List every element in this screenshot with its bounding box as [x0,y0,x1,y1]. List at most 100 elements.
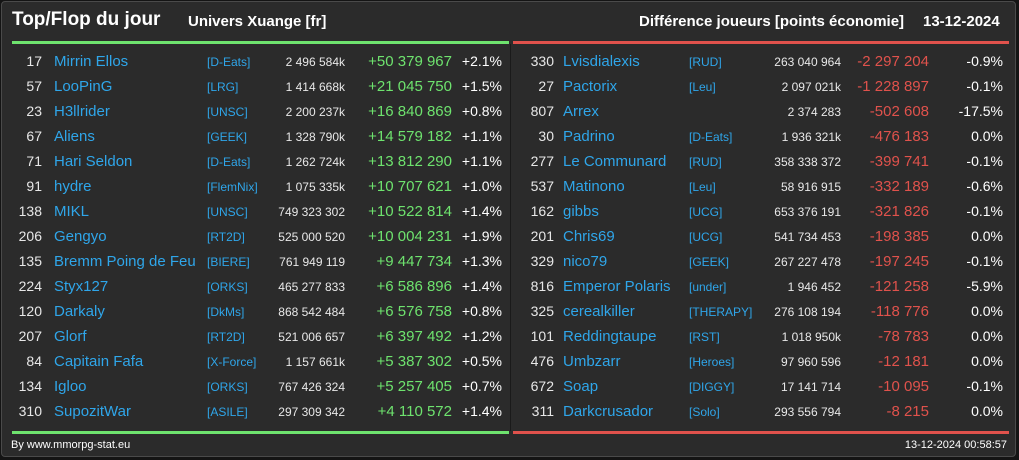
alliance-tag-link[interactable]: [Heroes] [689,355,735,369]
points-difference: +6 397 492 [376,328,453,345]
alliance-tag-link[interactable]: [DkMs] [207,305,245,319]
alliance-tag-link[interactable]: [D-Eats] [689,130,733,144]
alliance-tag-link[interactable]: [Leu] [689,80,716,94]
alliance-tag-link[interactable]: [RUD] [689,55,722,69]
alliance-tag-link[interactable]: [BIERE] [207,255,250,269]
page-title: Top/Flop du jour [12,9,161,30]
player-name-link[interactable]: Lvisdialexis [563,53,640,70]
player-points: 97 960 596 [780,355,841,369]
alliance-tag-link[interactable]: [D-Eats] [207,155,251,169]
points-difference: -198 385 [869,228,929,245]
points-difference: +10 522 814 [368,203,452,220]
points-difference: -1 228 897 [857,78,929,95]
player-name-link[interactable]: Capitain Fafa [54,353,144,370]
player-name-link[interactable]: Matinono [563,178,625,195]
player-name-link[interactable]: Styx127 [54,278,109,295]
alliance-tag-link[interactable]: [THERAPY] [689,305,753,319]
player-name-link[interactable]: gibbs [563,203,599,220]
player-name-link[interactable]: hydre [54,178,92,195]
player-name-link[interactable]: Soap [563,378,599,395]
player-name-link[interactable]: Mirrin Ellos [54,53,129,70]
player-name-link[interactable]: Umbzarr [563,353,621,370]
alliance-tag-link[interactable]: [RST] [689,330,720,344]
player-rank: 27 [538,78,554,94]
alliance-tag-link[interactable]: [UCG] [689,230,723,244]
alliance-tag-link[interactable]: [GEEK] [689,255,730,269]
alliance-tag-link[interactable]: [D-Eats] [207,55,251,69]
player-name-link[interactable]: Bremm Poing de Feu [54,253,196,270]
alliance-tag-link[interactable]: [Solo] [689,405,720,419]
player-points: 2 496 584k [285,55,345,69]
top-player-row: 23 H3llrider [UNSC] 2 200 237k +16 840 869 +0… [2,99,510,124]
alliance-tag-link[interactable]: [RT2D] [207,330,245,344]
player-name-link[interactable]: Emperor Polaris [563,278,671,295]
points-difference: -118 776 [870,303,929,320]
alliance-tag-link[interactable]: [X-Force] [207,355,257,369]
player-name-link[interactable]: Igloo [54,378,87,395]
player-name-link[interactable]: SupozitWar [54,403,131,420]
alliance-tag-link[interactable]: [LRG] [207,80,239,94]
player-points: 1 946 452 [787,280,841,294]
player-name-link[interactable]: nico79 [563,253,608,270]
player-name-link[interactable]: H3llrider [54,103,110,120]
player-points: 1 328 790k [285,130,345,144]
player-points: 868 542 484 [278,305,345,319]
player-rank: 23 [26,103,42,119]
player-name-link[interactable]: Arrex [563,103,599,120]
top-bottom-bar [12,431,509,434]
alliance-tag-link[interactable]: [DIGGY] [689,380,735,394]
flop-player-row: 201 Chris69 [UCG] 541 734 453 -198 385 0.0% [511,224,1015,249]
points-difference: -332 189 [869,178,929,195]
alliance-tag-link[interactable]: [Leu] [689,180,716,194]
player-name-link[interactable]: Pactorix [563,78,618,95]
alliance-tag-link[interactable]: [RUD] [689,155,722,169]
player-points: 761 949 119 [279,255,345,269]
player-name-link[interactable]: LooPinG [54,78,113,95]
flop-player-row: 816 Emperor Polaris [under] 1 946 452 -121 2… [511,274,1015,299]
player-name-link[interactable]: Chris69 [563,228,615,245]
player-name-link[interactable]: Le Communard [563,153,667,170]
player-name-link[interactable]: Aliens [54,128,95,145]
player-points: 263 040 964 [774,55,841,69]
player-points: 749 323 302 [278,205,345,219]
percent-change: +1.0% [461,178,502,194]
flop-player-row: 330 Lvisdialexis [RUD] 263 040 964 -2 297 20… [511,49,1015,74]
percent-change: 0.0% [971,328,1003,344]
points-difference: +6 576 758 [376,303,453,320]
player-name-link[interactable]: Darkaly [54,303,105,320]
player-name-link[interactable]: cerealkiller [563,303,635,320]
player-points: 1 075 335k [285,180,345,194]
player-points: 17 141 714 [780,380,841,394]
alliance-tag-link[interactable]: [GEEK] [207,130,248,144]
player-name-link[interactable]: MIKL [54,203,90,220]
flop-player-row: 162 gibbs [UCG] 653 376 191 -321 826 -0.1% [511,199,1015,224]
alliance-tag-link[interactable]: [under] [689,280,727,294]
points-difference: -2 297 204 [857,53,929,70]
player-rank: 201 [530,228,554,244]
player-name-link[interactable]: Darkcrusador [563,403,654,420]
alliance-tag-link[interactable]: [ORKS] [207,380,248,394]
player-name-link[interactable]: Glorf [54,328,87,345]
player-rank: 30 [538,128,554,144]
points-difference: -12 181 [878,353,929,370]
points-difference: +10 707 621 [368,178,452,195]
player-points: 293 556 794 [774,405,841,419]
alliance-tag-link[interactable]: [UCG] [689,205,723,219]
alliance-tag-link[interactable]: [UNSC] [207,105,248,119]
player-name-link[interactable]: Gengyo [54,228,107,245]
alliance-tag-link[interactable]: [UNSC] [207,205,248,219]
player-name-link[interactable]: Padrino [563,128,615,145]
alliance-tag-link[interactable]: [FlemNix] [207,180,258,194]
player-name-link[interactable]: Reddingtaupe [563,328,657,345]
site-credit-link[interactable]: By www.mmorpg-stat.eu [11,439,131,451]
player-rank: 120 [18,303,42,319]
player-name-link[interactable]: Hari Seldon [54,153,133,170]
flop-accent-bar [513,41,1009,44]
alliance-tag-link[interactable]: [ASILE] [207,405,248,419]
player-rank: 84 [26,353,42,369]
player-rank: 135 [18,253,42,269]
alliance-tag-link[interactable]: [ORKS] [207,280,248,294]
alliance-tag-link[interactable]: [RT2D] [207,230,245,244]
header: Top/Flop du jour Univers Xuange [fr] Dif… [2,2,1015,42]
